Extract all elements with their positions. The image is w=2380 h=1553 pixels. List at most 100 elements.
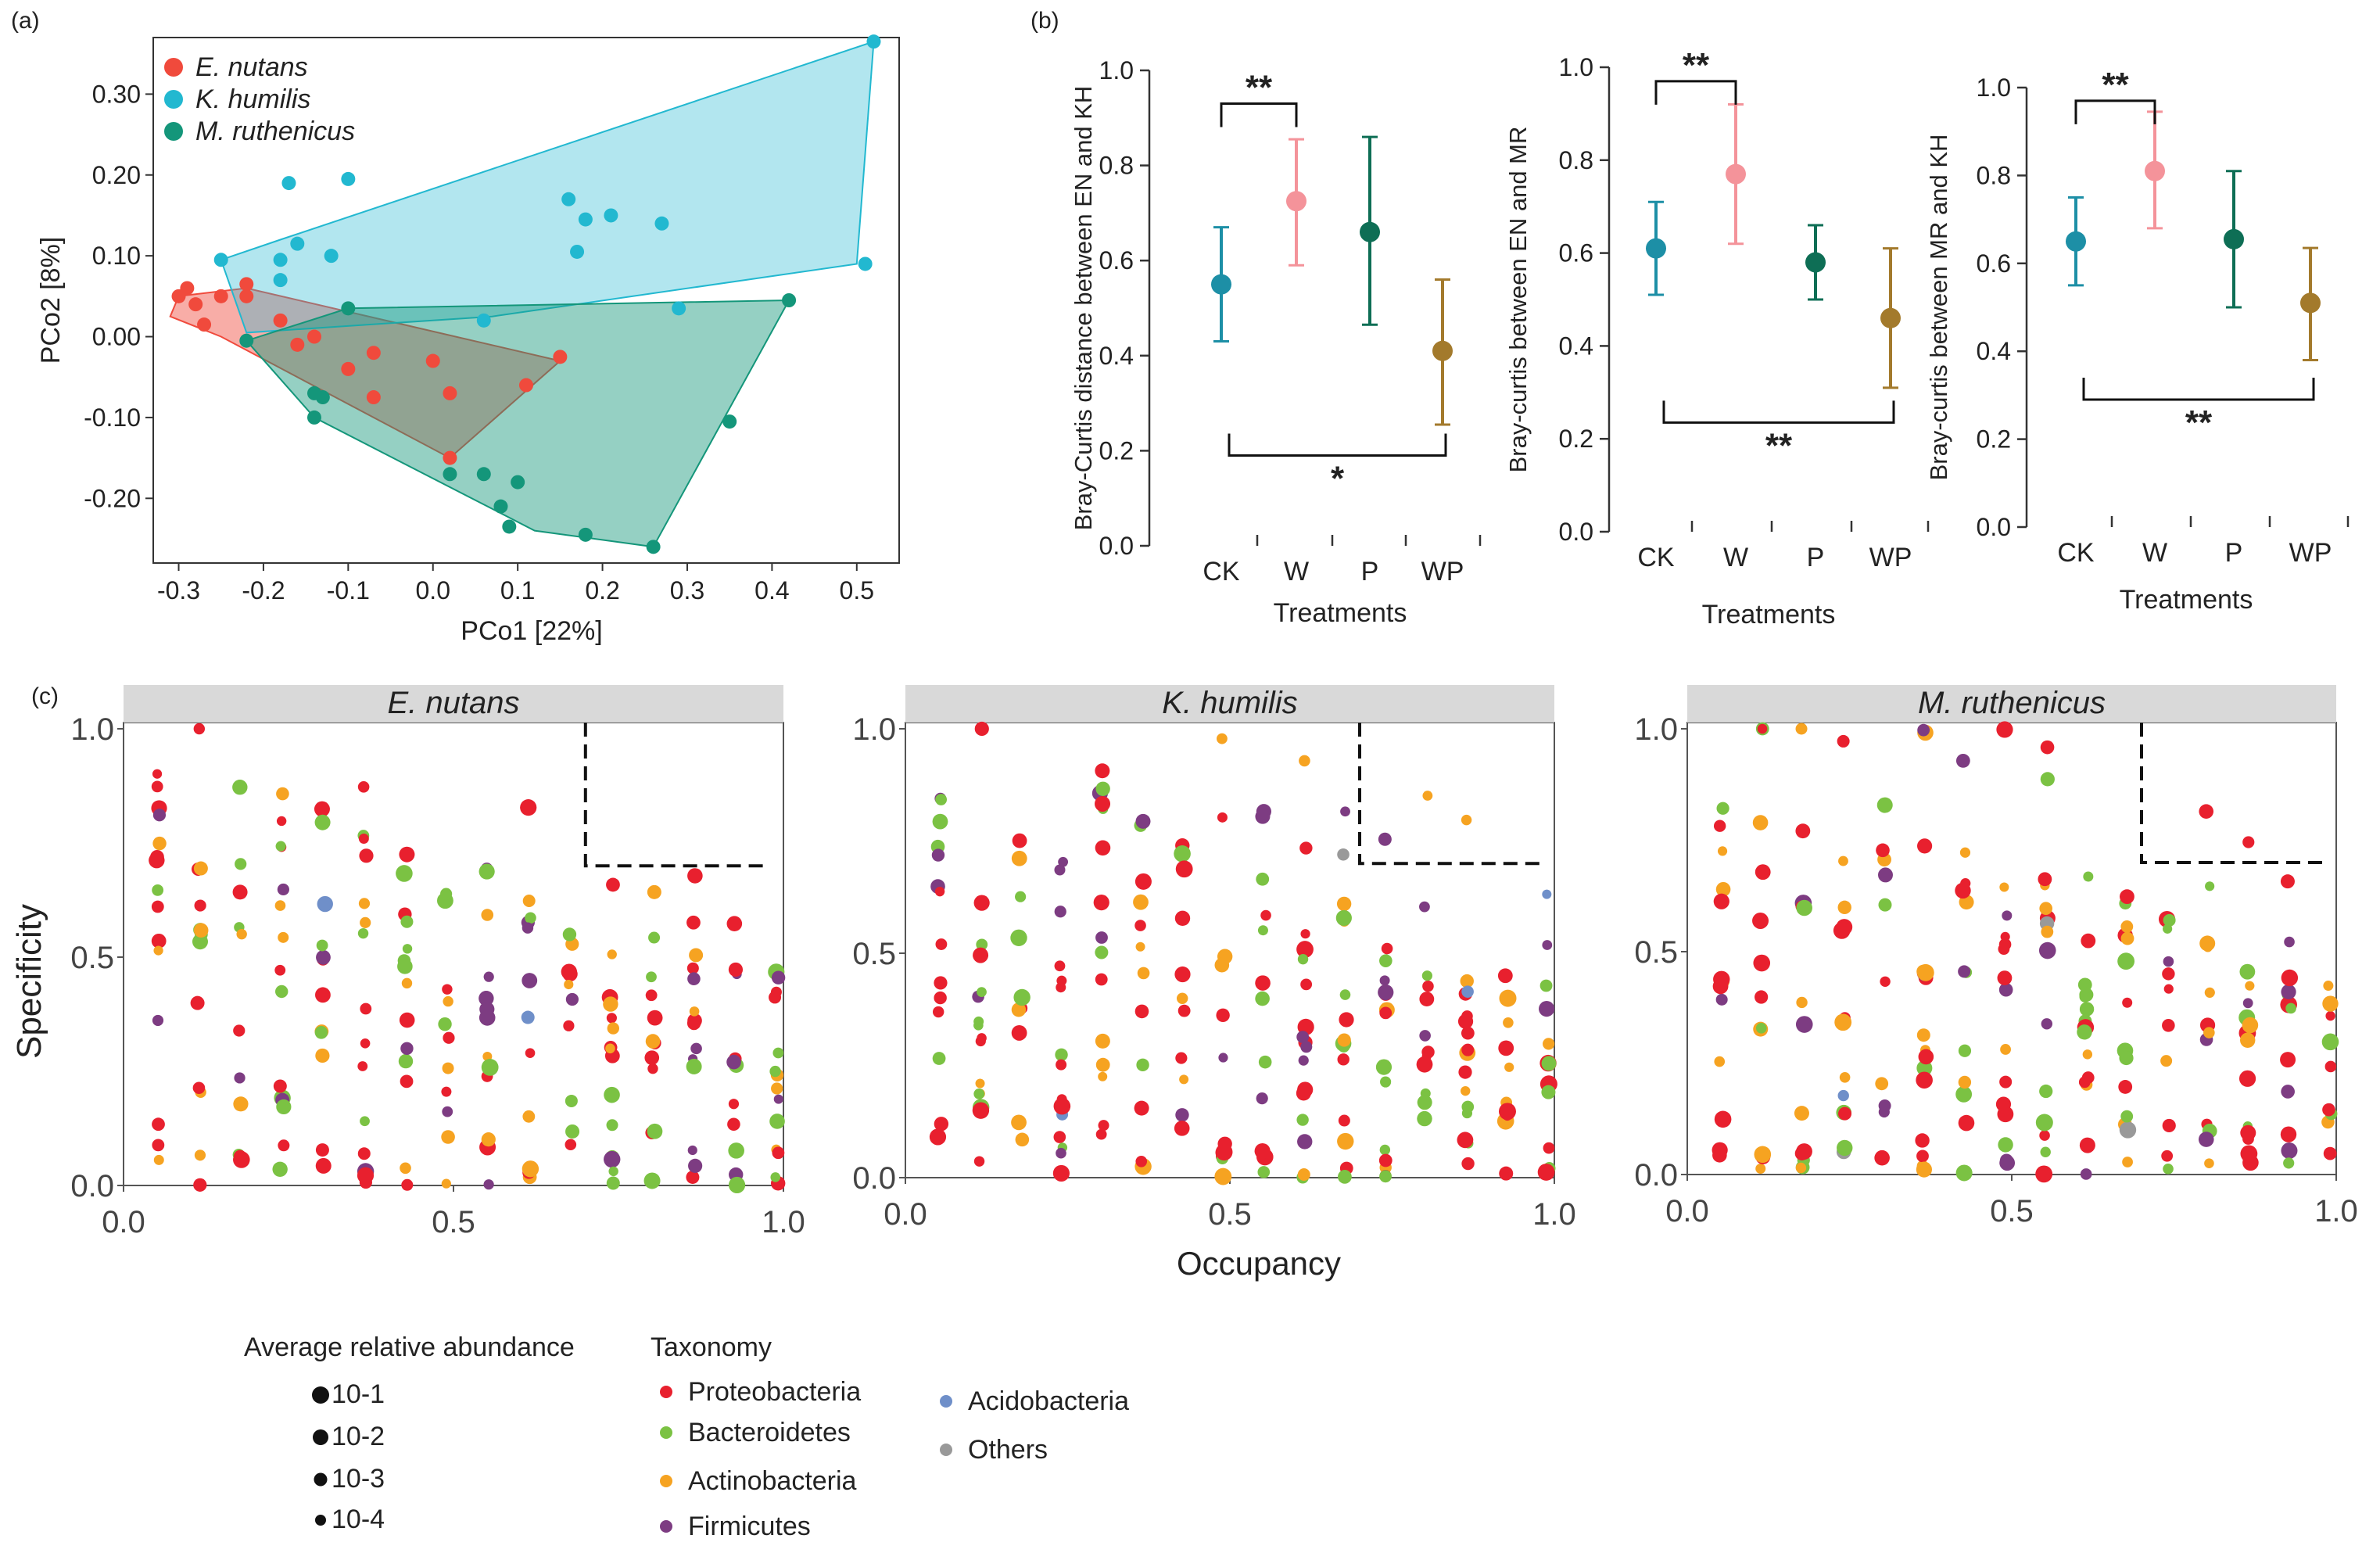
legend-label-kh: K. humilis bbox=[195, 84, 310, 114]
x-tick-label: 0.5 bbox=[1990, 1194, 2034, 1228]
occupancy-point bbox=[1422, 791, 1433, 801]
occupancy-point bbox=[563, 1020, 575, 1031]
y-tick-label: 0.5 bbox=[70, 941, 114, 975]
pcoa-hulls bbox=[169, 40, 875, 548]
occupancy-point bbox=[932, 1052, 946, 1065]
taxonomy-label-firmi: Firmicutes bbox=[688, 1512, 811, 1541]
occupancy-point bbox=[152, 769, 163, 779]
occupancy-point bbox=[1095, 931, 1108, 944]
occupancy-point bbox=[192, 934, 208, 950]
legend-marker-kh bbox=[164, 90, 183, 109]
occupancy-point bbox=[1916, 1028, 1930, 1042]
mean-point-wp bbox=[1432, 340, 1453, 361]
occupancy-point bbox=[275, 985, 289, 999]
occupancy-point bbox=[644, 1050, 660, 1065]
x-tick-label: 0.0 bbox=[1665, 1194, 1709, 1228]
occupancy-point bbox=[1999, 882, 2009, 892]
occupancy-point bbox=[1296, 941, 1314, 958]
occupancy-point bbox=[1543, 1142, 1555, 1154]
occupancy-point bbox=[973, 1016, 984, 1027]
occupancy-point bbox=[2041, 925, 2054, 938]
occupancy-point bbox=[1834, 1013, 1852, 1031]
occupancy-point bbox=[1916, 1161, 1933, 1178]
occupancy-point bbox=[1999, 1075, 2013, 1089]
occupancy-point bbox=[1959, 847, 1971, 858]
pcoa-point-en bbox=[425, 353, 440, 368]
occupancy-point bbox=[1499, 989, 1517, 1007]
occupancy-point bbox=[1998, 982, 2013, 997]
occupancy-point bbox=[645, 1034, 661, 1049]
significance-bracket-bottom bbox=[2082, 378, 2315, 401]
occupancy-point bbox=[1011, 1002, 1027, 1017]
occupancy-point bbox=[1095, 781, 1110, 797]
pcoa-x-ticks: -0.3 -0.2 -0.1 0.0 0.1 0.2 0.3 0.4 0.5 bbox=[157, 563, 874, 604]
occupancy-point bbox=[606, 1119, 618, 1132]
occupancy-point bbox=[2117, 952, 2135, 970]
occupancy-point bbox=[441, 1130, 455, 1144]
mean-point-w bbox=[1726, 163, 1746, 185]
occupancy-point bbox=[2242, 836, 2255, 848]
occupancy-point bbox=[2160, 1055, 2173, 1067]
occupancy-point bbox=[1916, 1150, 1929, 1163]
occupancy-point bbox=[2205, 881, 2215, 891]
occupancy-point bbox=[151, 780, 163, 793]
occupancy-point bbox=[1257, 925, 1268, 936]
occupancy-point bbox=[934, 991, 947, 1005]
occupancy-point bbox=[973, 895, 990, 911]
panel-label-b: (b) bbox=[1030, 8, 1059, 34]
x-axis-title: Treatments bbox=[1702, 600, 1836, 629]
facet-frame bbox=[123, 722, 784, 1186]
significance-label-bottom: ** bbox=[1765, 426, 1793, 464]
occupancy-point bbox=[2120, 1110, 2134, 1123]
y-tick-label: 1.0 bbox=[1099, 56, 1134, 84]
occupancy-point bbox=[193, 923, 209, 938]
occupancy-point bbox=[2240, 1124, 2256, 1141]
y-tick-label: 0.2 bbox=[1977, 425, 2011, 454]
y-tick-label: 0.00 bbox=[92, 323, 141, 351]
occupancy-point bbox=[479, 1002, 495, 1017]
mean-point-ck bbox=[1211, 274, 1231, 295]
occupancy-point bbox=[1300, 978, 1313, 991]
occupancy-point bbox=[1880, 976, 1891, 987]
occupancy-point bbox=[1217, 812, 1228, 823]
occupancy-point bbox=[728, 1176, 746, 1194]
occupancy-point bbox=[1214, 957, 1230, 973]
occupancy-point bbox=[1258, 1055, 1272, 1069]
pcoa-point-mr bbox=[341, 301, 356, 316]
occupancy-point bbox=[2122, 997, 2133, 1008]
pcoa-point-mr bbox=[782, 293, 797, 307]
occupancy-point bbox=[1217, 1136, 1232, 1151]
occupancy-point bbox=[152, 1139, 165, 1152]
hull-mr bbox=[245, 299, 790, 548]
pcoa-point-kh bbox=[324, 249, 339, 264]
occupancy-point bbox=[2281, 1142, 2298, 1159]
occupancy-point bbox=[2000, 1044, 2011, 1055]
pcoa-point-mr bbox=[493, 499, 508, 514]
occupancy-point bbox=[1878, 1099, 1891, 1113]
occupancy-x-label: Occupancy bbox=[1177, 1245, 1341, 1282]
occupancy-point bbox=[1421, 1112, 1432, 1123]
occupancy-point bbox=[1093, 894, 1109, 911]
occupancy-point bbox=[1461, 1100, 1475, 1114]
occupancy-point bbox=[1541, 1085, 1556, 1099]
occupancy-point bbox=[276, 787, 289, 801]
occupancy-point bbox=[1055, 1048, 1068, 1062]
facet-frame bbox=[1686, 722, 2337, 1175]
occupancy-point bbox=[1298, 1055, 1309, 1066]
occupancy-point bbox=[1421, 970, 1432, 981]
occupancy-point bbox=[483, 971, 494, 982]
mean-point-wp bbox=[2300, 292, 2321, 314]
occupancy-point bbox=[276, 816, 287, 827]
occupancy-point bbox=[647, 1123, 663, 1139]
pcoa-point-en bbox=[290, 337, 305, 352]
occupancy-point bbox=[402, 944, 413, 954]
occupancy-point bbox=[152, 809, 167, 822]
occupancy-point bbox=[772, 1146, 785, 1160]
occupancy-point bbox=[1537, 1164, 1555, 1181]
bray-curtis-en-kh-plot: 0.00.20.40.60.81.0CK W P WP***TreatmentsBra… bbox=[1070, 56, 1482, 628]
occupancy-point bbox=[2162, 1118, 2176, 1133]
occupancy-point bbox=[1175, 860, 1193, 878]
occupancy-point bbox=[1095, 1033, 1110, 1049]
occupancy-point bbox=[1542, 940, 1553, 950]
occupancy-point bbox=[931, 848, 945, 862]
